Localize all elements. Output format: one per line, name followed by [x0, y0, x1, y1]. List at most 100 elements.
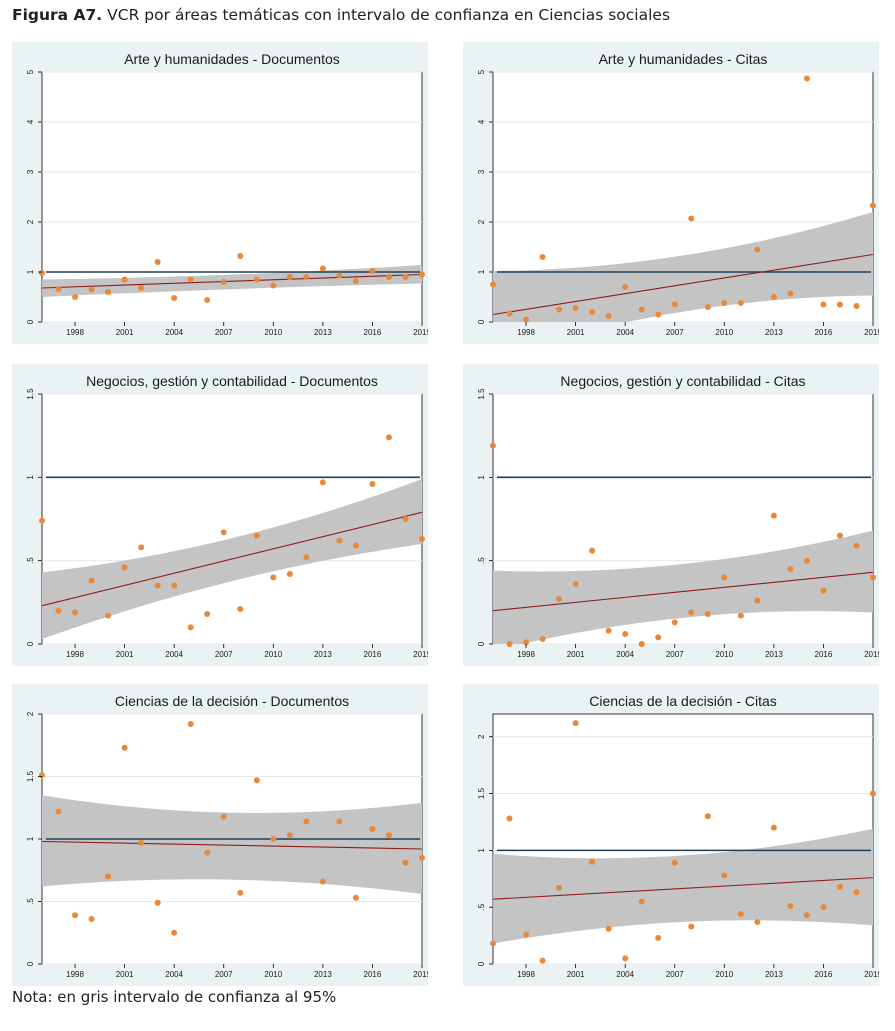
y-tick-label: 1 [477, 475, 486, 480]
data-point [787, 903, 794, 910]
data-point [352, 542, 359, 549]
figure-title: Figura A7. VCR por áreas temáticas con i… [12, 6, 670, 24]
data-point [556, 884, 563, 891]
data-point [369, 481, 376, 487]
x-tick-label: 1998 [517, 970, 535, 979]
x-tick-label: 2019 [413, 328, 428, 337]
x-tick-label: 2001 [567, 650, 585, 659]
y-tick-label: 1 [26, 836, 35, 841]
data-point [704, 304, 711, 310]
data-point [385, 274, 392, 280]
data-point [55, 286, 62, 292]
data-point [402, 516, 409, 522]
x-tick-label: 1998 [66, 328, 84, 337]
data-point [336, 537, 343, 544]
data-point [721, 300, 728, 306]
data-point [870, 574, 876, 581]
data-point [154, 899, 161, 906]
fit-line [42, 511, 422, 607]
figure-title-text: VCR por áreas temáticas con intervalo de… [107, 6, 671, 24]
figure-note: Nota: en gris intervalo de confianza al … [12, 988, 337, 1006]
data-point [319, 479, 326, 486]
data-point [622, 955, 629, 962]
fit-line [42, 273, 422, 289]
data-point [787, 566, 794, 572]
x-tick-label: 2019 [413, 650, 428, 659]
data-point [204, 611, 211, 617]
data-point [803, 912, 810, 919]
data-point [55, 607, 62, 614]
data-point [336, 818, 343, 825]
data-point [303, 274, 310, 280]
data-point [286, 274, 293, 280]
x-tick-label: 2013 [765, 650, 783, 659]
data-point [638, 898, 645, 905]
data-point [88, 916, 95, 922]
chart-panel-5: Ciencias de la decisión - Documentos 1998… [12, 684, 428, 986]
y-tick-label: 5 [26, 69, 35, 74]
x-tick-label: 2019 [413, 970, 428, 979]
fit-line [493, 877, 873, 900]
data-point [523, 639, 530, 646]
data-point [770, 512, 777, 519]
data-point [622, 284, 629, 290]
data-point [72, 294, 79, 300]
x-tick-label: 2010 [264, 970, 282, 979]
x-tick-label: 2004 [165, 328, 183, 337]
x-tick-label: 2013 [765, 970, 783, 979]
y-tick-label: 1.5 [26, 770, 35, 782]
data-point [820, 587, 827, 594]
x-tick-label: 2001 [116, 328, 134, 337]
data-point [385, 832, 392, 839]
data-point [253, 532, 260, 539]
chart-svg: Negocios, gestión y contabilidad - Citas… [477, 373, 879, 659]
data-point [171, 295, 178, 301]
x-tick-label: 2007 [666, 970, 684, 979]
data-point [572, 305, 579, 311]
data-point [556, 306, 563, 313]
data-point [121, 564, 128, 571]
data-point [853, 542, 860, 549]
fit-line [493, 571, 873, 612]
data-point [506, 310, 513, 317]
data-point [523, 931, 530, 938]
y-tick-label: 0 [477, 319, 486, 324]
chart-title: Arte y humanidades - Citas [599, 51, 768, 67]
x-tick-label: 2007 [666, 328, 684, 337]
data-point [402, 274, 409, 280]
x-tick-label: 2016 [815, 970, 833, 979]
data-point [556, 596, 563, 602]
data-point [369, 826, 376, 832]
data-point [704, 611, 711, 617]
ci-band [493, 828, 873, 944]
data-point [303, 554, 310, 561]
y-tick-label: 2 [477, 734, 486, 739]
data-point [589, 309, 596, 315]
data-point [572, 720, 579, 727]
x-tick-label: 2016 [364, 328, 382, 337]
data-point [803, 557, 810, 564]
data-point [39, 772, 45, 779]
chart-panel-3: Negocios, gestión y contabilidad - Docum… [12, 364, 428, 666]
x-tick-label: 2004 [616, 650, 634, 659]
data-point [319, 878, 326, 885]
y-tick-label: 3 [477, 169, 486, 174]
x-tick-label: 2016 [364, 650, 382, 659]
data-point [352, 894, 359, 901]
x-tick-label: 2004 [616, 970, 634, 979]
x-tick-label: 2007 [215, 650, 233, 659]
y-tick-label: 1 [477, 269, 486, 274]
x-tick-label: 2016 [364, 970, 382, 979]
chart-svg: Negocios, gestión y contabilidad - Docum… [26, 373, 428, 659]
y-tick-label: 3 [26, 169, 35, 174]
x-tick-label: 2004 [616, 328, 634, 337]
x-tick-label: 2007 [215, 970, 233, 979]
data-point [88, 577, 95, 584]
y-tick-label: 0 [26, 641, 35, 646]
data-point [506, 641, 513, 647]
fit-line [493, 253, 873, 316]
data-point [836, 883, 843, 890]
data-point [419, 854, 425, 861]
data-point [589, 858, 596, 865]
data-point [605, 925, 612, 932]
